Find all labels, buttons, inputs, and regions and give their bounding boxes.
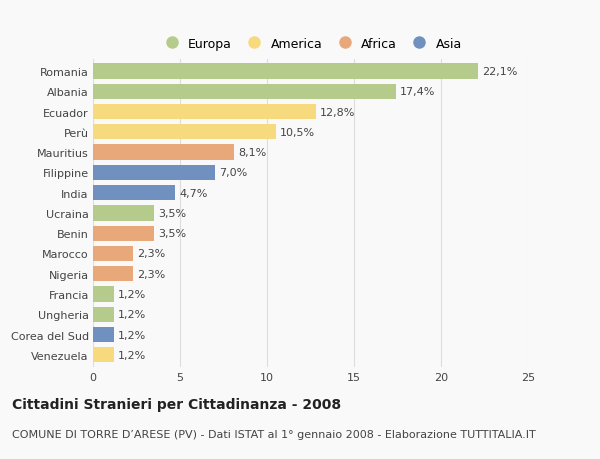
Bar xyxy=(93,267,133,282)
Bar xyxy=(93,64,478,79)
Bar xyxy=(93,347,114,363)
Text: 22,1%: 22,1% xyxy=(482,67,517,77)
Text: 17,4%: 17,4% xyxy=(400,87,436,97)
Text: 7,0%: 7,0% xyxy=(219,168,247,178)
Text: 3,5%: 3,5% xyxy=(158,208,187,218)
Bar xyxy=(93,246,133,262)
Bar xyxy=(93,105,316,120)
Bar xyxy=(93,307,114,322)
Text: 1,2%: 1,2% xyxy=(118,350,146,360)
Bar xyxy=(93,84,396,100)
Text: 1,2%: 1,2% xyxy=(118,310,146,319)
Text: 10,5%: 10,5% xyxy=(280,128,315,138)
Bar xyxy=(93,287,114,302)
Bar xyxy=(93,145,234,160)
Text: 8,1%: 8,1% xyxy=(238,148,266,158)
Text: 12,8%: 12,8% xyxy=(320,107,355,117)
Text: COMUNE DI TORRE D’ARESE (PV) - Dati ISTAT al 1° gennaio 2008 - Elaborazione TUTT: COMUNE DI TORRE D’ARESE (PV) - Dati ISTA… xyxy=(12,429,536,439)
Text: 4,7%: 4,7% xyxy=(179,188,208,198)
Text: 3,5%: 3,5% xyxy=(158,229,187,239)
Bar xyxy=(93,206,154,221)
Text: 1,2%: 1,2% xyxy=(118,289,146,299)
Bar xyxy=(93,327,114,342)
Text: 2,3%: 2,3% xyxy=(137,269,166,279)
Bar xyxy=(93,165,215,180)
Bar xyxy=(93,125,276,140)
Text: 1,2%: 1,2% xyxy=(118,330,146,340)
Bar xyxy=(93,185,175,201)
Text: 2,3%: 2,3% xyxy=(137,249,166,259)
Bar xyxy=(93,226,154,241)
Text: Cittadini Stranieri per Cittadinanza - 2008: Cittadini Stranieri per Cittadinanza - 2… xyxy=(12,397,341,411)
Legend: Europa, America, Africa, Asia: Europa, America, Africa, Asia xyxy=(157,35,464,53)
